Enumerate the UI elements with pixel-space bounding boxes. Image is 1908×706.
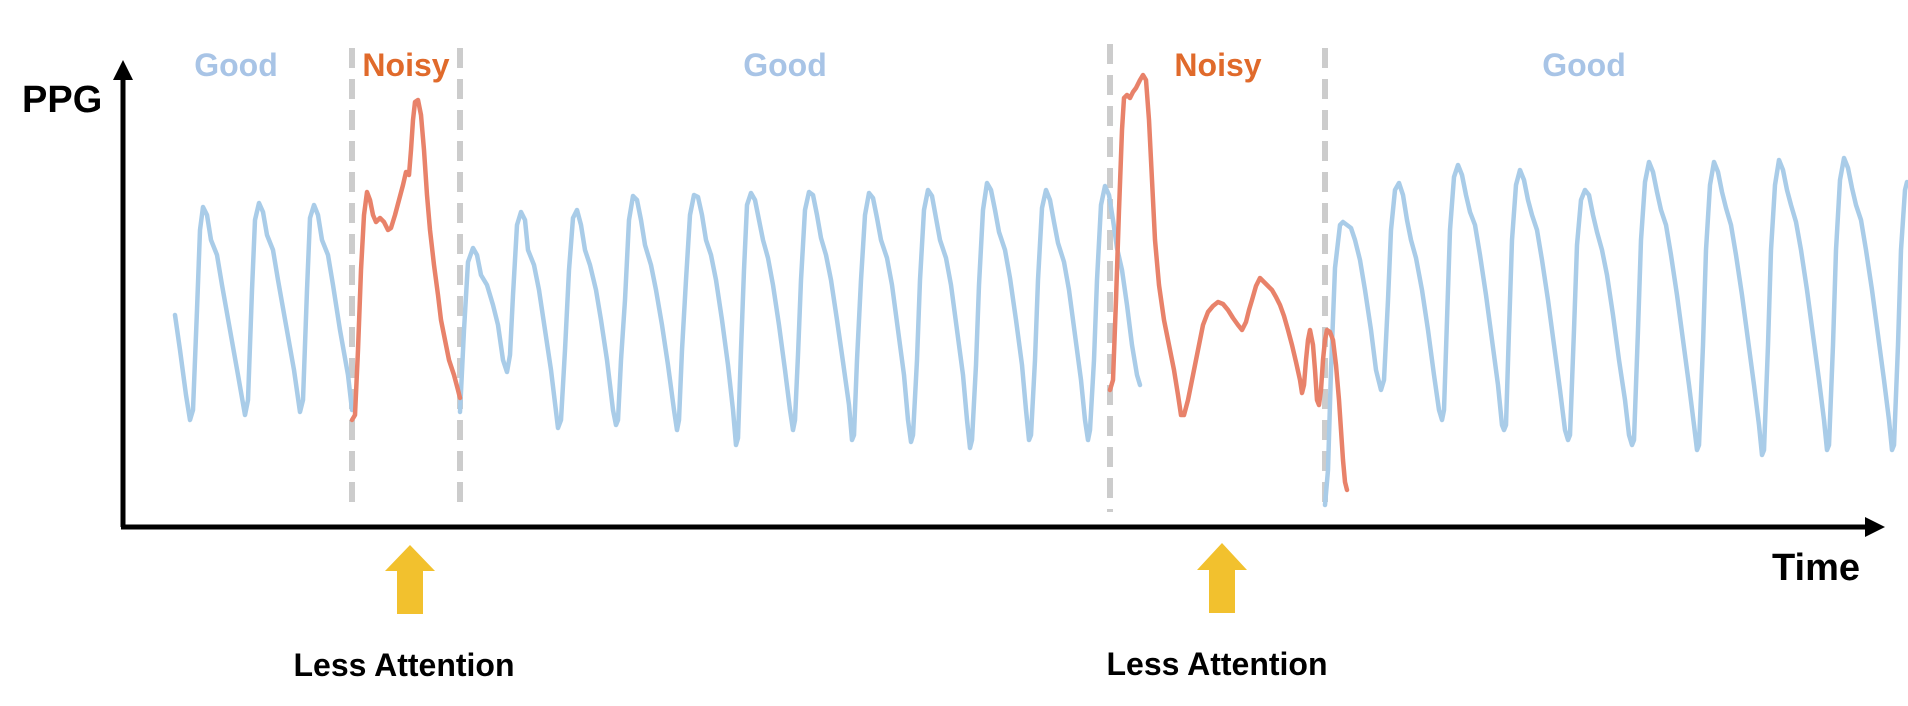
ppg-signal-good [172, 155, 1908, 508]
attention-arrows [385, 543, 1247, 614]
ppg-signal-noisy [349, 72, 1350, 493]
y-axis-arrowhead [113, 60, 133, 80]
good-signal-segment-1 [172, 200, 355, 423]
up-arrow-icon [1197, 543, 1247, 613]
y-axis-label: PPG [22, 79, 102, 121]
segment-label-noisy-2: Noisy [1174, 47, 1261, 83]
annotation-less-attention-1: Less Attention [293, 647, 514, 683]
x-axis-arrowhead [1865, 517, 1885, 537]
annotation-less-attention-2: Less Attention [1106, 646, 1327, 682]
x-axis-label: Time [1772, 547, 1860, 589]
good-signal-segment-3 [1322, 155, 1908, 508]
up-arrow-icon [385, 545, 435, 614]
noisy-signal-segment-2 [1107, 72, 1350, 493]
segment-dividers [349, 44, 1328, 512]
noisy-signal-segment-1 [349, 97, 463, 423]
segment-label-good-1: Good [194, 47, 278, 83]
axes [113, 60, 1885, 537]
segment-label-noisy-1: Noisy [362, 47, 449, 83]
good-signal-segment-2 [457, 180, 1143, 451]
segment-label-good-3: Good [1542, 47, 1626, 83]
segment-label-good-2: Good [743, 47, 827, 83]
